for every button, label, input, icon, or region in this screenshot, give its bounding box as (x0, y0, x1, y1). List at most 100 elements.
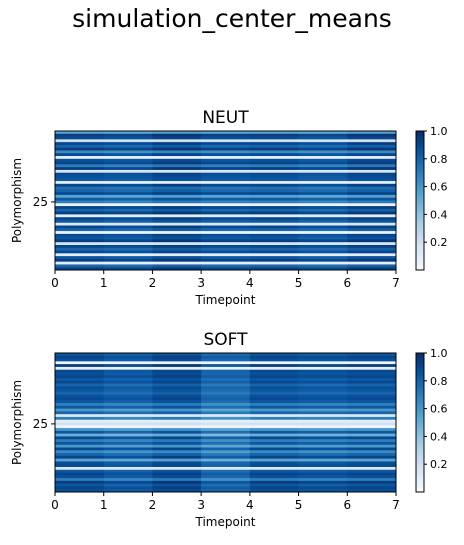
heatmap-cell (201, 414, 251, 418)
heatmap-cell (55, 447, 105, 451)
colorbar-segment (416, 151, 424, 155)
heatmap-cell (103, 131, 153, 135)
colorbar-segment (416, 235, 424, 239)
heatmap-cell (103, 133, 153, 137)
heatmap-cell (201, 175, 251, 179)
heatmap-cell (347, 458, 397, 462)
heatmap-cell (298, 256, 348, 260)
heatmap-cell (103, 397, 153, 401)
heatmap-cell (298, 261, 348, 265)
heatmap-cell (347, 136, 397, 140)
heatmap-cell (249, 169, 299, 174)
colorbar-segment (416, 202, 424, 206)
heatmap-cell (55, 419, 105, 423)
heatmap-cell (347, 441, 397, 446)
heatmap-cell (298, 394, 348, 398)
heatmap-cell (347, 147, 397, 151)
heatmap-cell (152, 469, 202, 473)
heatmap-cell (152, 164, 202, 168)
heatmap-cell (298, 472, 348, 476)
heatmap-cell (347, 228, 397, 232)
heatmap-cell (201, 400, 251, 404)
heatmap-cell (298, 405, 348, 409)
heatmap-cell (103, 142, 153, 146)
heatmap-cell (298, 441, 348, 446)
colorbar-segment (416, 265, 424, 269)
heatmap-cell (152, 211, 202, 215)
heatmap-cell (347, 428, 397, 432)
colorbar-segment (416, 230, 424, 234)
heatmap-cell (152, 189, 202, 193)
heatmap-cell (103, 161, 153, 165)
colorbar-tick-label: 1.0 (430, 347, 448, 360)
heatmap-cell (55, 247, 105, 251)
heatmap-cell (55, 455, 105, 460)
heatmap-cell (249, 375, 299, 379)
heatmap-cell (103, 416, 153, 421)
heatmap-cell (152, 458, 202, 462)
heatmap-cell (201, 466, 251, 471)
heatmap-cell (152, 161, 202, 165)
colorbar-segment (416, 221, 424, 225)
heatmap-cell (55, 372, 105, 376)
heatmap-cell (55, 183, 105, 187)
heatmap-cell (201, 358, 251, 362)
heatmap-cell (55, 386, 105, 390)
heatmap-cell (347, 186, 397, 190)
heatmap-cell (298, 439, 348, 443)
heatmap-cell (298, 244, 348, 249)
heatmap-cell (152, 250, 202, 254)
heatmap-cell (298, 156, 348, 160)
heatmap-cell (249, 380, 299, 384)
heatmap-cell (201, 386, 251, 390)
heatmap-cell (152, 430, 202, 435)
heatmap-cell (55, 461, 105, 465)
heatmap-cell (347, 444, 397, 448)
heatmap-cell (103, 366, 153, 371)
heatmap-cell (249, 458, 299, 462)
heatmap-cell (103, 358, 153, 362)
heatmap-cell (298, 369, 348, 373)
colorbar-segment (416, 200, 424, 204)
heatmap-cell (347, 200, 397, 204)
colorbar-segment (416, 489, 424, 493)
heatmap-cell (201, 394, 251, 398)
heatmap-cell (347, 489, 397, 493)
colorbar-tick-label: 0.4 (430, 430, 448, 443)
heatmap-cell (152, 372, 202, 376)
heatmap-cell (347, 480, 397, 485)
x-axis-label: Timepoint (195, 293, 256, 307)
heatmap-cell (55, 142, 105, 146)
heatmap-cell (103, 353, 153, 357)
heatmap-cell (298, 461, 348, 465)
heatmap-cell (152, 267, 202, 271)
panel-title: SOFT (203, 330, 248, 350)
heatmap-cell (298, 217, 348, 221)
heatmap-cell (55, 219, 105, 224)
heatmap-cell (347, 192, 397, 196)
heatmap-cell (298, 364, 348, 368)
colorbar-segment (416, 232, 424, 236)
heatmap-cell (201, 156, 251, 160)
colorbar-segment (416, 149, 424, 153)
heatmap-cell (152, 378, 202, 382)
colorbar-segment (416, 253, 424, 257)
heatmap-cell (347, 450, 397, 454)
heatmap-cell (152, 244, 202, 249)
heatmap-cell (347, 416, 397, 421)
colorbar-segment (416, 225, 424, 229)
heatmap-cell (55, 378, 105, 382)
heatmap-cell (103, 267, 153, 271)
heatmap-cell (249, 450, 299, 454)
heatmap-cell (249, 189, 299, 193)
colorbar-segment (416, 369, 424, 373)
heatmap-cell (103, 405, 153, 409)
heatmap-cell (347, 156, 397, 160)
heatmap-cell (347, 144, 397, 149)
colorbar-segment (416, 427, 424, 430)
heatmap-cell (152, 219, 202, 224)
heatmap-cell (249, 386, 299, 390)
heatmap-cell (152, 147, 202, 151)
heatmap-cell (201, 261, 251, 265)
heatmap-cell (249, 439, 299, 443)
